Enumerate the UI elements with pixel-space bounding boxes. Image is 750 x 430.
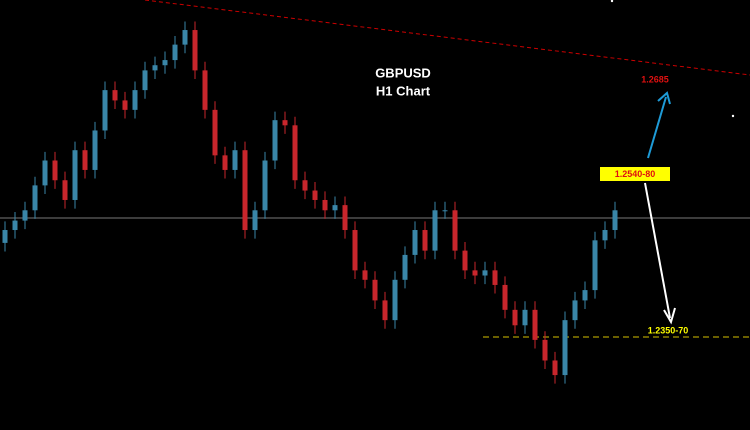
candle-body bbox=[382, 300, 388, 321]
candle-body bbox=[12, 220, 18, 231]
candle-body bbox=[252, 210, 258, 231]
candle-body bbox=[422, 230, 428, 251]
candle-body bbox=[542, 339, 548, 361]
candle-body bbox=[432, 210, 438, 251]
candle-body bbox=[92, 130, 98, 170]
candle-body bbox=[22, 210, 28, 221]
candle-body bbox=[52, 160, 58, 181]
candle-body bbox=[292, 125, 298, 181]
candle-body bbox=[452, 210, 458, 251]
candle-body bbox=[122, 100, 128, 110]
candle-body bbox=[522, 309, 528, 326]
candle-body bbox=[152, 65, 158, 71]
candle-body bbox=[72, 150, 78, 200]
candle-body bbox=[492, 270, 498, 285]
candle-body bbox=[282, 120, 288, 126]
candle-body bbox=[142, 70, 148, 91]
candle-body bbox=[502, 284, 508, 310]
chart-subtitle: H1 Chart bbox=[376, 83, 431, 98]
candles bbox=[2, 21, 618, 384]
candle-body bbox=[462, 250, 468, 271]
candle-body bbox=[332, 205, 338, 211]
candle-body bbox=[222, 155, 228, 170]
dot bbox=[610, 0, 614, 3]
chart-title: GBPUSD bbox=[375, 65, 431, 80]
candle-body bbox=[472, 270, 478, 276]
dot bbox=[731, 114, 735, 118]
candle-body bbox=[532, 309, 538, 340]
candle-body bbox=[132, 90, 138, 110]
candle-body bbox=[512, 309, 518, 326]
candle-body bbox=[362, 270, 368, 280]
candle-body bbox=[442, 210, 448, 212]
candle-body bbox=[582, 290, 588, 301]
candle-body bbox=[602, 230, 608, 241]
resistance-label: 1.2540-80 bbox=[615, 169, 656, 179]
candle-body bbox=[262, 160, 268, 211]
candle-body bbox=[212, 109, 218, 156]
candle-body bbox=[392, 279, 398, 321]
candle-body bbox=[272, 120, 278, 161]
candle-body bbox=[42, 160, 48, 186]
candle-body bbox=[192, 30, 198, 71]
candle-body bbox=[562, 320, 568, 376]
candle-body bbox=[162, 60, 168, 66]
candle-body bbox=[482, 270, 488, 276]
candle-body bbox=[242, 150, 248, 231]
arrow-up bbox=[647, 96, 667, 159]
candle-body bbox=[412, 230, 418, 255]
candle-body bbox=[112, 90, 118, 101]
candle-body bbox=[232, 150, 238, 170]
candle-body bbox=[62, 180, 68, 200]
target-label: 1.2685 bbox=[641, 74, 669, 84]
candle-body bbox=[32, 185, 38, 211]
candle-body bbox=[2, 230, 8, 243]
label-box bbox=[600, 167, 670, 181]
candle-body bbox=[612, 210, 618, 231]
candle-body bbox=[172, 44, 178, 61]
candle-body bbox=[182, 30, 188, 45]
arrow-down bbox=[644, 182, 671, 319]
candle-body bbox=[202, 70, 208, 110]
candle-body bbox=[572, 300, 578, 321]
candle-body bbox=[402, 254, 408, 280]
candle-body bbox=[322, 199, 328, 211]
arrow-head bbox=[657, 91, 671, 105]
candle-body bbox=[342, 205, 348, 231]
candle-body bbox=[82, 150, 88, 170]
candle-body bbox=[102, 90, 108, 131]
candle-body bbox=[352, 230, 358, 271]
arrow-head bbox=[663, 307, 676, 325]
candle-body bbox=[372, 279, 378, 301]
support-label: 1.2350-70 bbox=[648, 325, 689, 335]
candle-body bbox=[312, 190, 318, 200]
candle-body bbox=[302, 180, 308, 191]
candle-body bbox=[552, 360, 558, 376]
trend-line bbox=[144, 0, 750, 76]
candle-body bbox=[592, 240, 598, 291]
